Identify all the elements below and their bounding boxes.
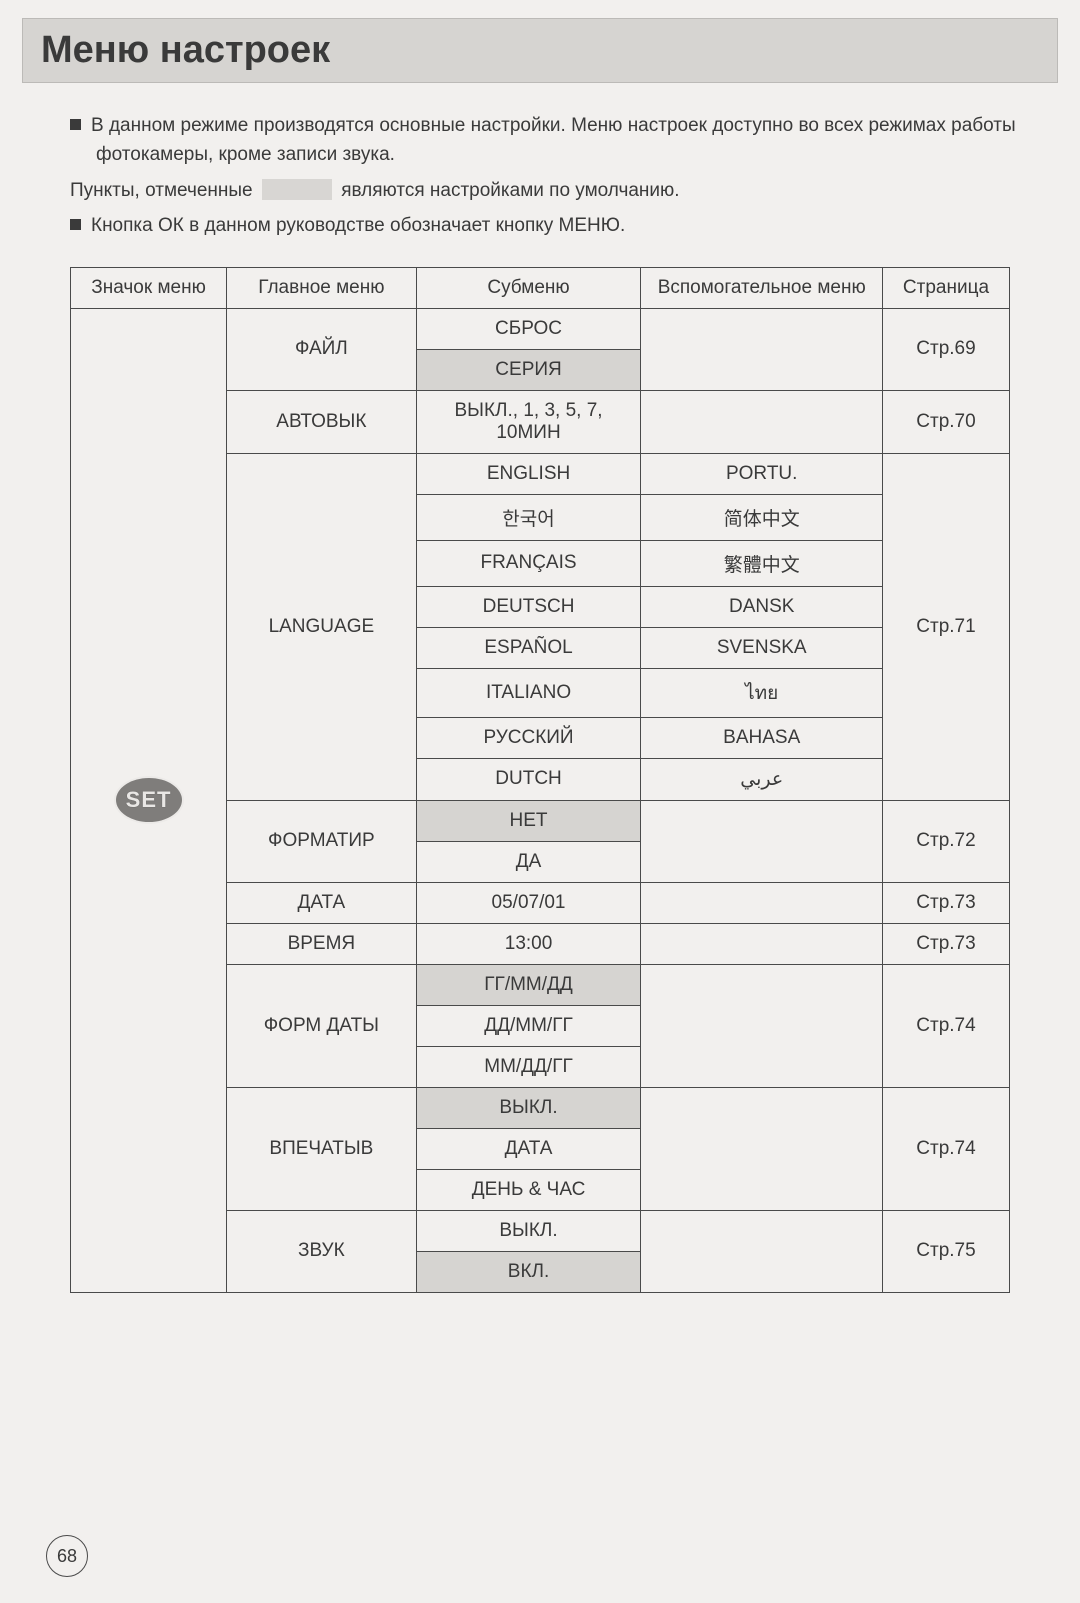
- page-cell: Стр.69: [882, 308, 1009, 390]
- submenu-cell: ESPAÑOL: [416, 627, 641, 668]
- main-menu-cell: ЗВУК: [227, 1210, 416, 1292]
- header-page: Страница: [882, 267, 1009, 308]
- table-header-row: Значок меню Главное меню Субменю Вспомог…: [71, 267, 1010, 308]
- aux-cell-empty: [641, 800, 883, 882]
- submenu-cell: 한국어: [416, 494, 641, 540]
- intro-line-2: Пункты, отмеченные являются настройками …: [70, 176, 1030, 205]
- aux-cell-empty: [641, 923, 883, 964]
- main-menu-cell: ФАЙЛ: [227, 308, 416, 390]
- submenu-cell-default: НЕТ: [416, 800, 641, 841]
- submenu-cell: ENGLISH: [416, 453, 641, 494]
- intro-text-2a: Пункты, отмеченные: [70, 180, 253, 201]
- submenu-cell: ITALIANO: [416, 668, 641, 717]
- submenu-cell: ММ/ДД/ГГ: [416, 1046, 641, 1087]
- main-menu-cell: ВПЕЧАТЫВ: [227, 1087, 416, 1210]
- page-cell: Стр.74: [882, 1087, 1009, 1210]
- submenu-cell: ВЫКЛ.: [416, 1210, 641, 1251]
- page-cell: Стр.70: [882, 390, 1009, 453]
- intro-block: В данном режиме производятся основные на…: [70, 111, 1030, 241]
- intro-text-2b: являются настройками по умолчанию.: [341, 180, 679, 201]
- aux-cell: 简体中文: [641, 494, 883, 540]
- main-menu-cell: ФОРМАТИР: [227, 800, 416, 882]
- set-badge-icon: SET: [114, 776, 184, 824]
- submenu-cell: ДЕНЬ & ЧАС: [416, 1169, 641, 1210]
- submenu-cell: ДАТА: [416, 1128, 641, 1169]
- aux-cell-empty: [641, 964, 883, 1087]
- main-menu-cell: ДАТА: [227, 882, 416, 923]
- settings-menu-table: Значок меню Главное меню Субменю Вспомог…: [70, 267, 1010, 1293]
- table-row: SET ФАЙЛ СБРОС Стр.69: [71, 308, 1010, 349]
- submenu-cell: FRANÇAIS: [416, 540, 641, 586]
- intro-text-1b: фотокамеры, кроме записи звука.: [96, 140, 1030, 169]
- header-sub: Субменю: [416, 267, 641, 308]
- default-swatch-icon: [262, 179, 332, 200]
- submenu-cell: СБРОС: [416, 308, 641, 349]
- intro-text-1a: В данном режиме производятся основные на…: [91, 115, 1016, 136]
- submenu-cell-default: ВКЛ.: [416, 1251, 641, 1292]
- intro-text-3: Кнопка ОК в данном руководстве обозначае…: [91, 215, 625, 236]
- aux-cell: BAHASA: [641, 717, 883, 758]
- main-menu-cell: LANGUAGE: [227, 453, 416, 800]
- page-cell: Стр.71: [882, 453, 1009, 800]
- page-number: 68: [57, 1546, 77, 1567]
- main-menu-cell: АВТОВЫК: [227, 390, 416, 453]
- submenu-cell: ДД/ММ/ГГ: [416, 1005, 641, 1046]
- aux-cell-empty: [641, 882, 883, 923]
- aux-cell: SVENSKA: [641, 627, 883, 668]
- page-cell: Стр.73: [882, 882, 1009, 923]
- title-bar: Меню настроек: [22, 18, 1058, 83]
- aux-cell: ไทย: [641, 668, 883, 717]
- main-menu-cell: ВРЕМЯ: [227, 923, 416, 964]
- submenu-cell: DUTCH: [416, 758, 641, 800]
- aux-cell-empty: [641, 1087, 883, 1210]
- aux-cell-empty: [641, 390, 883, 453]
- header-aux: Вспомогательное меню: [641, 267, 883, 308]
- aux-cell: 繁體中文: [641, 540, 883, 586]
- submenu-cell: 05/07/01: [416, 882, 641, 923]
- main-menu-cell: ФОРМ ДАТЫ: [227, 964, 416, 1087]
- submenu-cell: ВЫКЛ., 1, 3, 5, 7, 10МИН: [416, 390, 641, 453]
- aux-cell: PORTU.: [641, 453, 883, 494]
- page-title: Меню настроек: [41, 29, 1039, 72]
- submenu-cell: 13:00: [416, 923, 641, 964]
- intro-line-3: Кнопка ОК в данном руководстве обозначае…: [70, 211, 1030, 240]
- submenu-cell-default: СЕРИЯ: [416, 349, 641, 390]
- menu-icon-cell: SET: [71, 308, 227, 1292]
- submenu-cell: ДА: [416, 841, 641, 882]
- intro-line-1: В данном режиме производятся основные на…: [70, 111, 1030, 170]
- aux-cell-empty: [641, 308, 883, 390]
- page-cell: Стр.73: [882, 923, 1009, 964]
- submenu-cell-default: ГГ/ММ/ДД: [416, 964, 641, 1005]
- aux-cell: DANSK: [641, 586, 883, 627]
- header-main: Главное меню: [227, 267, 416, 308]
- submenu-cell-default: ВЫКЛ.: [416, 1087, 641, 1128]
- aux-cell-empty: [641, 1210, 883, 1292]
- page-cell: Стр.72: [882, 800, 1009, 882]
- page-number-badge: 68: [46, 1535, 88, 1577]
- submenu-cell: РУССКИЙ: [416, 717, 641, 758]
- page: Меню настроек В данном режиме производят…: [0, 18, 1080, 1603]
- header-icon: Значок меню: [71, 267, 227, 308]
- submenu-cell: DEUTSCH: [416, 586, 641, 627]
- page-cell: Стр.74: [882, 964, 1009, 1087]
- page-cell: Стр.75: [882, 1210, 1009, 1292]
- aux-cell: عربي: [641, 758, 883, 800]
- square-bullet-icon: [70, 219, 81, 230]
- square-bullet-icon: [70, 119, 81, 130]
